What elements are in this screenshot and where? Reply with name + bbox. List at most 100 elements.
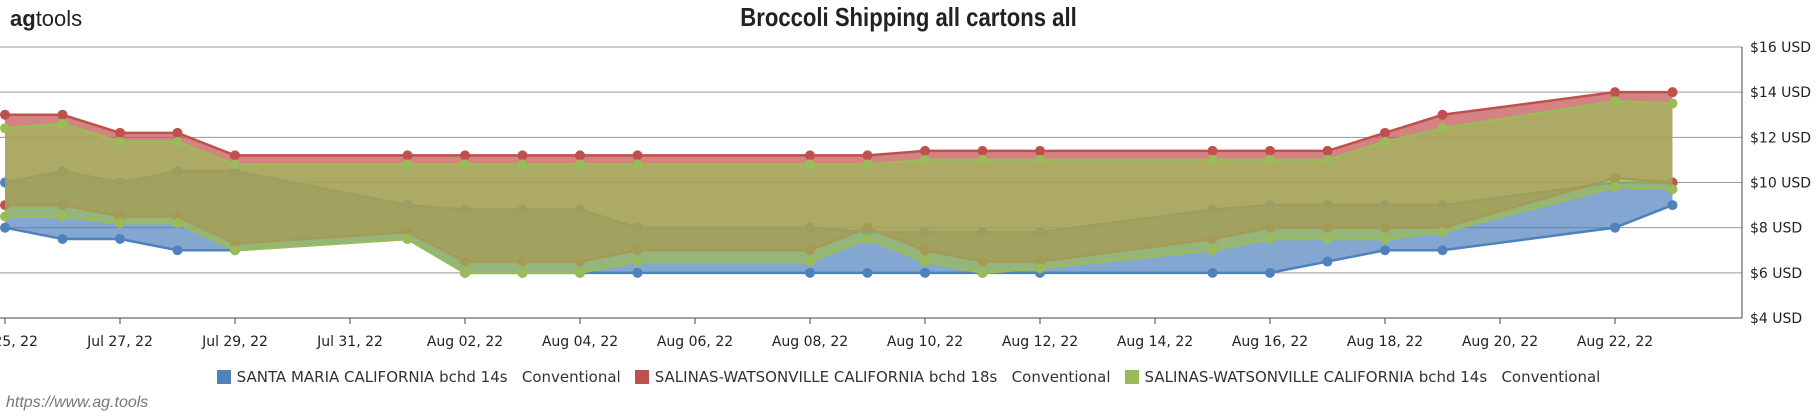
data-point-high	[1322, 154, 1333, 165]
data-point-high	[1437, 109, 1448, 120]
data-point-high	[805, 159, 815, 170]
data-point-high	[1207, 154, 1218, 165]
data-point-low	[632, 256, 643, 267]
x-tick-label: Aug 10, 22	[887, 334, 963, 350]
x-tick-label: Aug 04, 22	[542, 334, 618, 350]
data-point-high	[172, 127, 183, 138]
y-tick-label: $10 USD	[1750, 176, 1811, 192]
data-point-high	[1322, 145, 1333, 156]
legend-swatch-green	[1124, 370, 1139, 384]
series-low-line	[5, 185, 1673, 275]
data-point-high	[1380, 136, 1390, 147]
data-point-high	[1437, 123, 1448, 134]
data-point-low	[862, 267, 873, 278]
data-point-high	[517, 159, 528, 170]
y-tick-label: $8 USD	[1750, 221, 1802, 237]
brand-suffix: tools	[35, 6, 83, 31]
series-low-line	[4, 203, 1673, 275]
y-tick-label: $12 USD	[1750, 130, 1811, 146]
data-point-high	[460, 150, 470, 161]
x-tick-label: Aug 06, 22	[657, 334, 733, 350]
data-point-low	[977, 267, 988, 278]
data-point-high	[862, 159, 873, 170]
data-point-high	[0, 123, 10, 134]
x-tick-label: Aug 16, 22	[1232, 334, 1308, 350]
chart-legend: SANTA MARIA CALIFORNIA bchd 14s Conventi…	[0, 368, 1817, 386]
y-tick-label: $4 USD	[1750, 311, 1802, 327]
data-point-high	[517, 150, 528, 161]
data-point-low	[1035, 263, 1045, 274]
data-point-low	[57, 233, 68, 244]
source-link[interactable]: https://www.ag.tools	[6, 394, 149, 411]
data-point-high	[1667, 87, 1678, 98]
data-point-high	[230, 150, 240, 161]
data-point-high	[920, 145, 930, 156]
y-tick-label: $6 USD	[1750, 266, 1802, 282]
data-point-high	[805, 150, 815, 161]
data-point-low	[115, 218, 125, 229]
data-point-high	[115, 127, 125, 138]
data-point-low	[862, 233, 873, 244]
x-tick-label: Aug 12, 22	[1002, 334, 1078, 350]
data-point-low	[1610, 182, 1620, 193]
data-point-high	[1035, 154, 1045, 165]
chart-title: Broccoli Shipping all cartons all	[740, 2, 1077, 32]
data-point-high	[1380, 127, 1390, 138]
legend-item-santa-maria-14s[interactable]: SANTA MARIA CALIFORNIA bchd 14s Conventi…	[216, 368, 621, 386]
data-point-low	[1380, 233, 1390, 244]
data-point-high	[1610, 87, 1620, 98]
x-tick-label: Aug 20, 22	[1462, 334, 1538, 350]
legend-label: SANTA MARIA CALIFORNIA bchd 14s Conventi…	[236, 368, 621, 386]
data-point-high	[862, 150, 873, 161]
data-point-low	[1380, 245, 1390, 256]
data-point-low	[1265, 267, 1275, 278]
data-point-high	[1610, 96, 1620, 107]
data-point-high	[575, 159, 585, 170]
data-point-high	[402, 159, 413, 170]
data-point-low	[920, 267, 930, 278]
data-point-low	[1437, 245, 1448, 256]
x-tick-label: Jul 25, 22	[0, 334, 38, 350]
data-point-low	[1610, 222, 1620, 233]
data-point-high	[575, 150, 585, 161]
data-point-low	[632, 267, 643, 278]
data-point-high	[460, 159, 470, 170]
series-high-line	[5, 90, 1673, 157]
data-point-low	[805, 256, 815, 267]
data-point-low	[1667, 184, 1678, 195]
data-point-high	[57, 109, 68, 120]
series-high-line	[4, 99, 1673, 166]
data-point-high	[632, 150, 643, 161]
data-point-low	[172, 218, 183, 229]
y-tick-label: $16 USD	[1750, 40, 1811, 56]
data-point-low	[1437, 227, 1448, 238]
x-tick-label: Aug 14, 22	[1117, 334, 1193, 350]
data-point-low	[805, 267, 815, 278]
data-point-low	[0, 222, 10, 233]
data-point-high	[115, 136, 125, 147]
data-point-high	[0, 109, 10, 120]
brand-logo: agtools	[10, 6, 82, 32]
series-area	[5, 101, 1673, 273]
brand-prefix: ag	[10, 6, 36, 31]
data-point-high	[1035, 145, 1045, 156]
data-point-high	[57, 118, 68, 129]
x-tick-label: Aug 18, 22	[1347, 334, 1423, 350]
data-point-low	[1322, 256, 1333, 267]
data-point-high	[632, 159, 643, 170]
data-point-low	[1207, 267, 1218, 278]
data-point-low	[402, 233, 413, 244]
x-tick-label: Aug 22, 22	[1577, 334, 1653, 350]
data-point-low	[1667, 200, 1678, 211]
data-point-high	[1265, 145, 1275, 156]
legend-swatch-red	[634, 370, 649, 384]
data-point-high	[920, 154, 930, 165]
data-point-low	[115, 233, 125, 244]
data-point-low	[1207, 245, 1218, 256]
legend-label: SALINAS-WATSONVILLE CALIFORNIA bchd 18s …	[654, 368, 1111, 386]
legend-item-salinas-14s[interactable]: SALINAS-WATSONVILLE CALIFORNIA bchd 14s …	[1124, 368, 1600, 386]
data-point-high	[230, 159, 240, 170]
data-point-high	[1265, 154, 1275, 165]
legend-item-salinas-18s[interactable]: SALINAS-WATSONVILLE CALIFORNIA bchd 18s …	[634, 368, 1111, 386]
